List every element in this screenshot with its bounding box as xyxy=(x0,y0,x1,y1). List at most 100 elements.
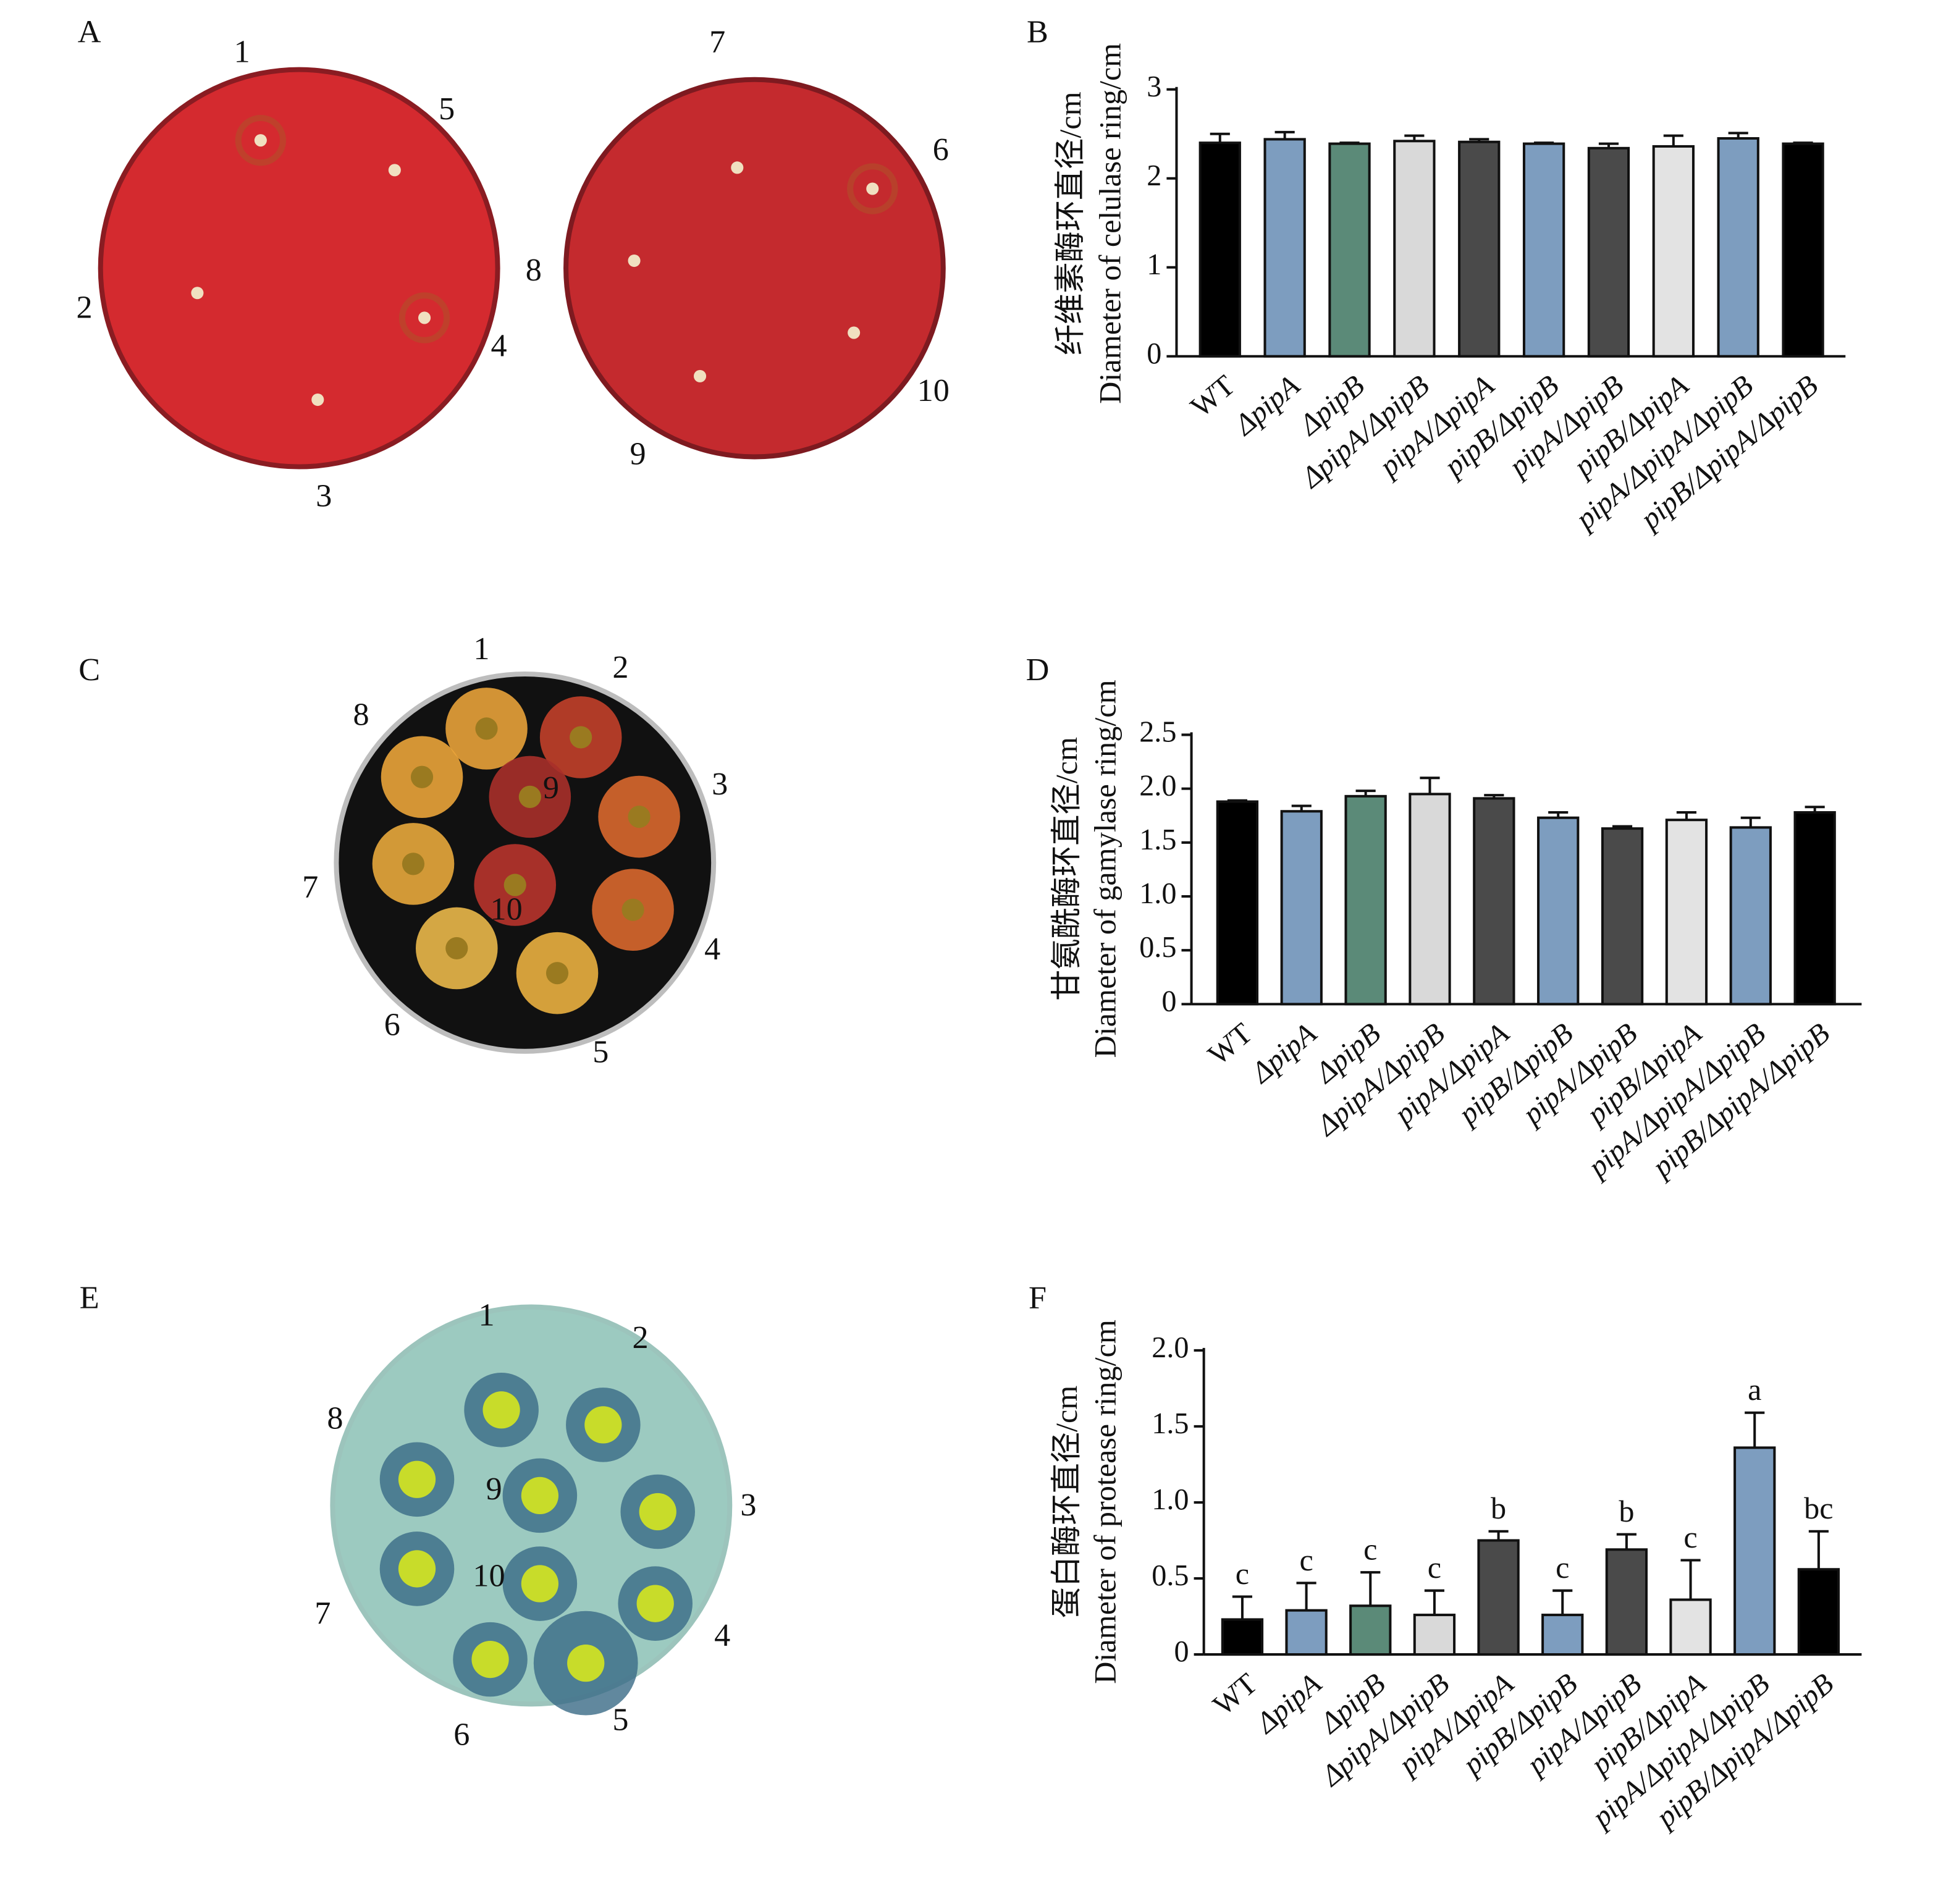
colony xyxy=(410,765,434,788)
colony xyxy=(311,393,324,406)
bar xyxy=(1198,141,1241,358)
colony xyxy=(254,134,267,147)
bar xyxy=(1797,1568,1840,1656)
colony xyxy=(445,937,468,960)
bar xyxy=(1473,797,1515,1006)
plate-number: 4 xyxy=(704,931,720,967)
y-axis-title: 甘氨酰酶环直径/cm xyxy=(1049,737,1084,1001)
panel-label: E xyxy=(80,1279,99,1315)
y-tick-label: 2.0 xyxy=(1152,1331,1189,1364)
halo xyxy=(235,114,287,166)
y-tick-label: 2.0 xyxy=(1139,770,1176,802)
plate xyxy=(103,72,495,465)
colony xyxy=(503,874,526,896)
colony xyxy=(570,726,592,749)
significance-label: b xyxy=(1619,1494,1634,1528)
panel-label: C xyxy=(78,652,100,688)
colony xyxy=(545,962,569,985)
plate-number: 8 xyxy=(526,252,542,288)
colony xyxy=(518,785,541,808)
colony xyxy=(621,898,644,921)
colony xyxy=(639,1493,676,1531)
plate-number: 6 xyxy=(453,1717,470,1753)
significance-label: c xyxy=(1683,1520,1697,1554)
significance-label: c xyxy=(1236,1556,1249,1591)
bar xyxy=(1522,142,1565,358)
bar xyxy=(1587,146,1630,358)
colony xyxy=(482,1391,520,1429)
plate-number: 3 xyxy=(740,1487,756,1523)
panel-label: B xyxy=(1027,14,1048,49)
y-tick-label: 0 xyxy=(1161,985,1176,1017)
bar xyxy=(1349,1604,1392,1656)
colony xyxy=(388,164,401,177)
plate-number: 2 xyxy=(612,649,628,685)
panel-label: F xyxy=(1029,1279,1047,1315)
plate-number: 1 xyxy=(478,1297,494,1333)
plate-number: 1 xyxy=(234,34,250,70)
bar xyxy=(1652,145,1695,358)
plate-number: 3 xyxy=(316,478,332,514)
colony xyxy=(191,287,204,300)
y-tick-label: 3 xyxy=(1147,70,1161,103)
plate-number: 4 xyxy=(714,1617,730,1653)
colony xyxy=(402,853,425,875)
bar xyxy=(1216,800,1259,1006)
significance-label: b xyxy=(1491,1491,1506,1525)
plate-number: 5 xyxy=(612,1702,628,1738)
plate-number: 8 xyxy=(327,1400,343,1436)
plate-number: 5 xyxy=(439,91,455,127)
y-axis-title: 蛋白酶环直径/cm xyxy=(1049,1386,1084,1619)
y-tick-label: 1 xyxy=(1147,248,1161,281)
y-tick-label: 2 xyxy=(1147,159,1161,192)
y-tick-label: 1.5 xyxy=(1139,824,1176,856)
significance-label: bc xyxy=(1804,1491,1833,1525)
colony xyxy=(475,717,498,740)
bar xyxy=(1733,1446,1776,1656)
y-tick-label: 0 xyxy=(1174,1635,1189,1668)
bar xyxy=(1782,142,1824,358)
bar xyxy=(1729,826,1772,1006)
y-tick-label: 0.5 xyxy=(1152,1559,1189,1592)
significance-label: c xyxy=(1556,1550,1569,1585)
bar xyxy=(1717,137,1759,358)
y-tick-label: 1.0 xyxy=(1152,1483,1189,1516)
bar xyxy=(1541,1614,1584,1656)
bar xyxy=(1793,811,1836,1006)
colony xyxy=(628,254,641,267)
plate-number: 6 xyxy=(933,132,949,167)
bar xyxy=(1477,1539,1520,1656)
colony xyxy=(567,1644,605,1682)
plate-number: 2 xyxy=(77,289,93,325)
plate-number: 7 xyxy=(302,869,318,905)
plate-number: 10 xyxy=(473,1557,505,1593)
colony xyxy=(398,1460,436,1498)
plate-number: 9 xyxy=(630,436,646,471)
y-tick-label: 1.5 xyxy=(1152,1407,1189,1440)
colony xyxy=(398,1550,436,1588)
plate-number: 7 xyxy=(709,23,725,59)
colony xyxy=(693,369,707,382)
colony xyxy=(731,161,744,174)
colony xyxy=(866,182,879,195)
significance-label: c xyxy=(1363,1532,1377,1567)
bar xyxy=(1665,819,1708,1006)
y-axis-title: 纤维素酶环直径/cm xyxy=(1053,91,1087,355)
colony xyxy=(521,1565,559,1603)
bar xyxy=(1328,142,1371,358)
panel-label: D xyxy=(1026,652,1050,688)
plate-number: 1 xyxy=(473,631,489,667)
plate-number: 9 xyxy=(486,1471,502,1507)
y-axis-title: Diameter of protease ring/cm xyxy=(1088,1320,1123,1684)
colony xyxy=(584,1406,622,1444)
bar xyxy=(1393,140,1436,358)
plate-number: 8 xyxy=(353,696,369,732)
colony xyxy=(636,1585,674,1622)
bar xyxy=(1669,1598,1712,1656)
bar xyxy=(1221,1618,1264,1656)
bar xyxy=(1285,1609,1328,1656)
colony xyxy=(471,1640,509,1679)
y-tick-label: 2.5 xyxy=(1139,716,1176,749)
significance-label: c xyxy=(1299,1543,1313,1577)
